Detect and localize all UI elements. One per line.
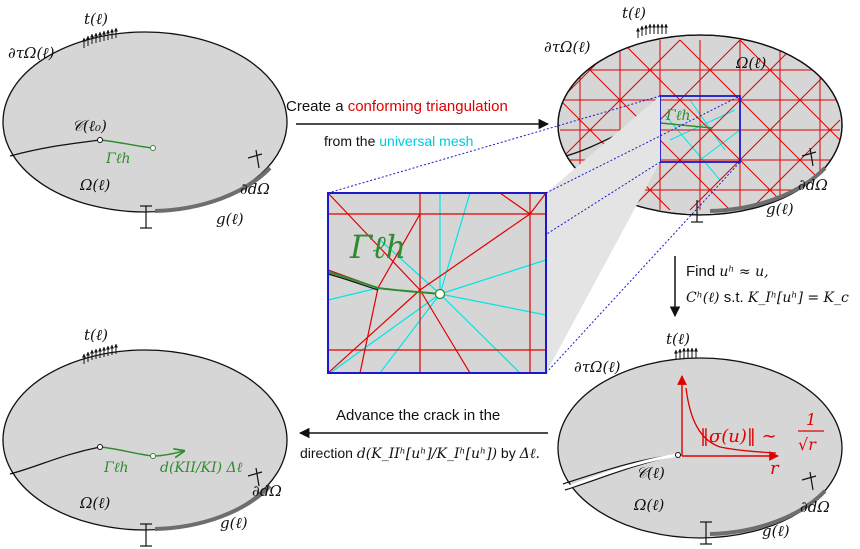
crack-path bbox=[99, 446, 154, 457]
stress-plot: ‖σ(u)‖ ∼ 1 √r r bbox=[677, 375, 824, 479]
zoom-crack-tip bbox=[434, 288, 446, 300]
boundary-tick-marks bbox=[140, 149, 263, 229]
panel-initial-configuration: t(ℓ) ∂τΩ(ℓ) 𝒞(ℓ₀) Γℓh Ω(ℓ) ∂dΩ g(ℓ) bbox=[2, 10, 288, 229]
traction-boundary-label: ∂τΩ(ℓ) bbox=[574, 358, 621, 376]
displacement-label: g(ℓ) bbox=[220, 514, 248, 532]
zoom-projection bbox=[546, 96, 660, 373]
traction-arrows bbox=[82, 27, 118, 48]
advance-caption-line1: Advance the crack in the bbox=[336, 407, 500, 424]
displacement-label: g(ℓ) bbox=[216, 210, 244, 228]
dirichlet-boundary bbox=[154, 166, 272, 213]
stress-formula-den: √r bbox=[798, 435, 817, 454]
traction-label: t(ℓ) bbox=[84, 10, 108, 28]
stress-formula-num: 1 bbox=[806, 410, 816, 429]
body-domain bbox=[557, 357, 843, 539]
displacement-label: g(ℓ) bbox=[766, 200, 794, 218]
domain-label: Ω(ℓ) bbox=[79, 494, 111, 512]
traction-label: t(ℓ) bbox=[666, 330, 690, 348]
increment-label: d(KII/KI) Δℓ bbox=[160, 460, 243, 476]
domain-label: Ω(ℓ) bbox=[633, 496, 665, 514]
step-arrow-advance: Advance the crack in the direction d(K_I… bbox=[298, 407, 548, 462]
singular-stress-curve bbox=[685, 387, 777, 454]
domain-label: Ω(ℓ) bbox=[735, 54, 767, 72]
dirichlet-boundary-label: ∂dΩ bbox=[252, 482, 282, 500]
advance-caption-line2: direction d(K_IIʰ[uʰ]/K_Iʰ[uʰ]) by Δℓ. bbox=[300, 445, 540, 462]
zoom-frame bbox=[327, 192, 547, 374]
stress-formula-lhs: ‖σ(u)‖ ∼ bbox=[700, 426, 777, 447]
crack-path bbox=[99, 139, 154, 149]
traction-boundary-label: ∂τΩ(ℓ) bbox=[8, 44, 55, 62]
existing-crack bbox=[9, 139, 101, 157]
panel-conforming-mesh: t(ℓ) ∂τΩ(ℓ) Ω(ℓ) Γℓh ∂dΩ g(ℓ) bbox=[544, 4, 843, 223]
zoom-gamma-label: Γℓh bbox=[349, 228, 406, 266]
step-arrow-solve: Find uʰ ≈ u, Cʰ(ℓ) s.t. K_Iʰ[uʰ] = K_c bbox=[669, 256, 849, 318]
traction-label: t(ℓ) bbox=[84, 326, 108, 344]
zoom-mesh bbox=[328, 193, 546, 373]
gamma-label: Γℓh bbox=[105, 151, 131, 167]
dirichlet-boundary-label: ∂dΩ bbox=[798, 176, 828, 194]
dirichlet-boundary bbox=[154, 484, 272, 531]
panel-crack-advance: t(ℓ) Γℓh d(KII/KI) Δℓ Ω(ℓ) ∂dΩ g(ℓ) bbox=[2, 326, 288, 547]
zoom-inset: Γℓh bbox=[327, 95, 741, 374]
zoom-crack-path bbox=[327, 271, 441, 295]
traction-boundary-label: ∂τΩ(ℓ) bbox=[544, 38, 591, 56]
crack-label: 𝒞(ℓ) bbox=[636, 464, 665, 482]
traction-arrows bbox=[674, 347, 698, 360]
crack-tip-marker bbox=[97, 137, 103, 143]
step-caption-line2: from the universal mesh bbox=[324, 133, 473, 149]
traction-label: t(ℓ) bbox=[622, 4, 646, 22]
boundary-tick-marks bbox=[691, 147, 817, 223]
solve-caption-line2: Cʰ(ℓ) s.t. K_Iʰ[uʰ] = K_c bbox=[686, 289, 849, 306]
dirichlet-boundary bbox=[709, 166, 827, 213]
dirichlet-boundary-label: ∂dΩ bbox=[800, 498, 830, 516]
gamma-label: Γℓh bbox=[665, 108, 691, 124]
traction-arrows bbox=[82, 343, 118, 364]
traction-arrows bbox=[636, 23, 668, 38]
body-domain bbox=[2, 31, 288, 213]
path-end-marker bbox=[150, 145, 156, 151]
body-domain bbox=[2, 349, 288, 531]
solve-caption-line1: Find uʰ ≈ u, bbox=[686, 263, 769, 280]
step-arrow-triangulate: Create a conforming triangulation from t… bbox=[286, 98, 550, 149]
existing-crack bbox=[9, 446, 101, 475]
step-caption-line1: Create a conforming triangulation bbox=[286, 98, 508, 115]
panel-stress-solution: ‖σ(u)‖ ∼ 1 √r r t(ℓ) ∂τΩ(ℓ) 𝒞(ℓ) Ω(ℓ) ∂d… bbox=[557, 330, 843, 545]
path-end-marker bbox=[150, 453, 156, 459]
boundary-tick-marks bbox=[700, 471, 817, 545]
crack-tip-marker bbox=[675, 452, 681, 458]
gamma-label: Γℓh bbox=[103, 460, 129, 476]
crack-tip-marker bbox=[97, 444, 103, 450]
dirichlet-boundary-label: ∂dΩ bbox=[240, 180, 270, 198]
dirichlet-boundary bbox=[709, 489, 827, 536]
displacement-label: g(ℓ) bbox=[762, 522, 790, 540]
domain-label: Ω(ℓ) bbox=[79, 176, 111, 194]
r-axis-label: r bbox=[770, 458, 780, 479]
crack-start-label: 𝒞(ℓ₀) bbox=[72, 117, 107, 135]
boundary-tick-marks bbox=[140, 467, 263, 547]
